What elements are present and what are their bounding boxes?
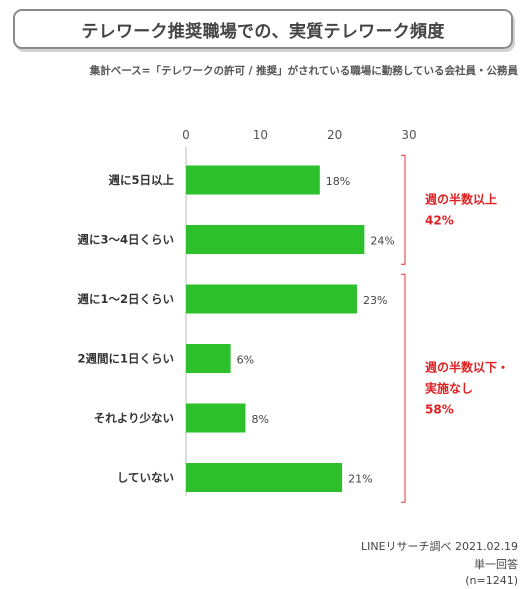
bar: [186, 225, 365, 254]
chart-title-box: テレワーク推奨職場での、実質テレワーク頻度: [13, 9, 513, 49]
bar: [186, 463, 343, 492]
bar: [186, 344, 231, 373]
category-label: 週に3～4日くらい: [77, 233, 174, 247]
sample-size: (n=1241): [465, 574, 518, 587]
data-label: 18%: [326, 175, 350, 188]
group-bracket: [401, 154, 406, 265]
x-tick-label: 10: [253, 128, 268, 142]
data-label: 6%: [237, 354, 254, 367]
category-label: 週に5日以上: [108, 173, 174, 187]
group-label: 42%: [425, 213, 454, 227]
chart-title: テレワーク推奨職場での、実質テレワーク頻度: [81, 21, 445, 42]
category-label: 週に1～2日くらい: [77, 292, 174, 306]
group-bracket: [401, 273, 406, 503]
x-tick-label: 0: [182, 128, 190, 142]
category-label: 2週間に1日くらい: [77, 352, 174, 366]
bar: [186, 403, 246, 433]
answer-type: 単一回答: [474, 558, 518, 571]
data-label: 21%: [348, 473, 372, 486]
category-label: それより少ない: [94, 411, 174, 425]
source-credit: LINEリサーチ調べ 2021.02.19: [360, 540, 518, 553]
group-label: 58%: [425, 402, 454, 416]
category-label: していない: [117, 471, 174, 485]
group-label: 週の半数以上: [425, 191, 497, 206]
bar: [186, 165, 320, 195]
group-label: 週の半数以下・: [425, 359, 509, 374]
data-label: 24%: [370, 235, 394, 248]
group-label: 実施なし: [425, 380, 473, 395]
chart-subtitle: 集計ベース=「テレワークの許可 / 推奨」がされている職場に勤務している会社員・…: [89, 65, 518, 77]
data-label: 23%: [363, 294, 387, 307]
x-tick-label: 20: [327, 128, 342, 142]
x-tick-label: 30: [401, 128, 416, 142]
bar: [186, 284, 357, 314]
data-label: 8%: [251, 413, 268, 426]
